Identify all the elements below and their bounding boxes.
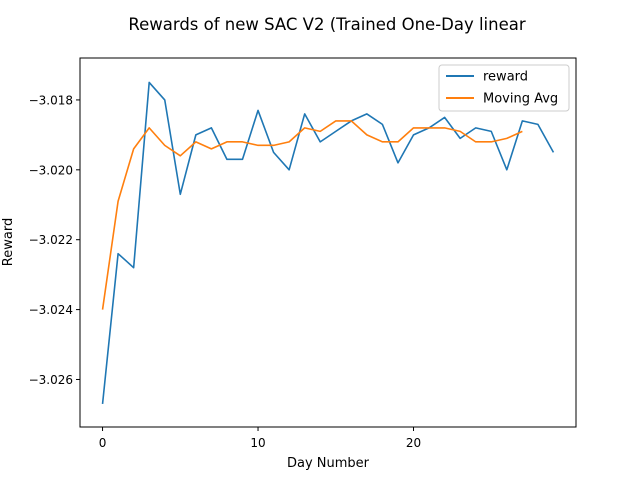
series-line-reward [101, 81, 555, 405]
x-axis-label: Day Number [287, 456, 370, 471]
y-tick-label: −3.026 [29, 373, 73, 387]
y-tick-label: −3.018 [29, 93, 73, 107]
y-tick-label: −3.022 [29, 233, 73, 247]
chart-title: Rewards of new SAC V2 (Trained One-Day l… [128, 15, 526, 34]
y-tick-label: −3.020 [29, 163, 73, 177]
x-axis-ticks: 0 10 20 [99, 427, 421, 450]
legend: reward Moving Avg [438, 64, 570, 112]
series-line-moving-avg [101, 120, 523, 310]
y-tick-label: −3.024 [29, 303, 73, 317]
series-layer [101, 81, 555, 405]
plot-area-frame [79, 57, 577, 428]
x-tick-label: 10 [250, 436, 265, 450]
legend-label-reward: reward [483, 70, 528, 85]
x-tick-label: 0 [99, 436, 107, 450]
x-tick-label: 20 [406, 436, 421, 450]
y-axis-ticks: −3.026 −3.024 −3.022 −3.020 −3.018 [29, 93, 80, 387]
legend-label-moving-avg: Moving Avg [483, 92, 558, 107]
y-axis-label: Reward [1, 218, 16, 266]
